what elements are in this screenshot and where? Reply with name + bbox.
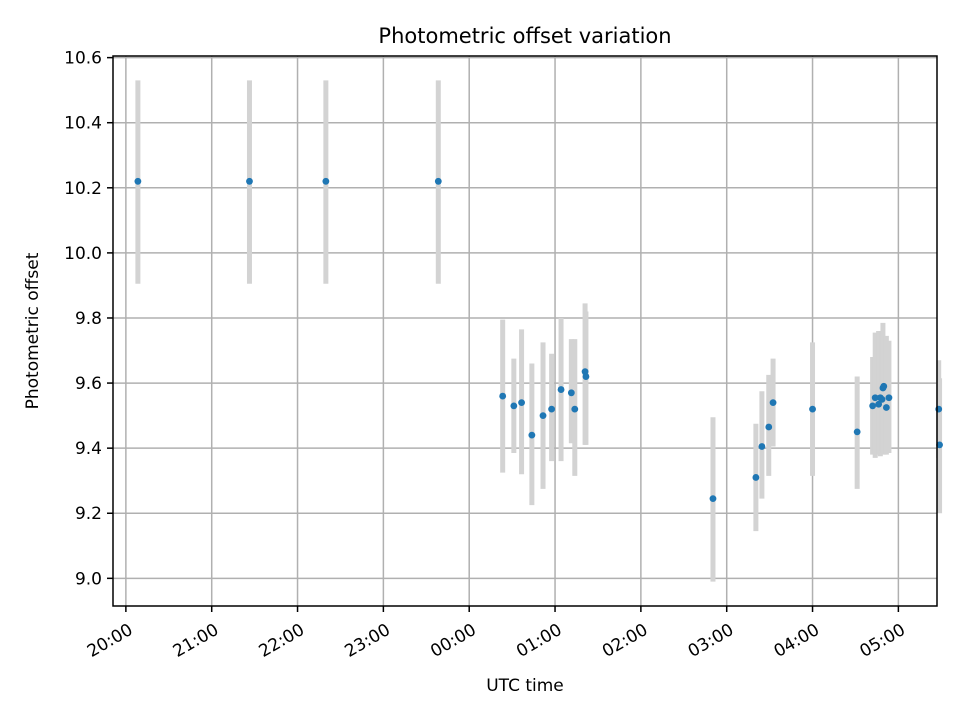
data-point [769, 399, 777, 406]
x-tick-label: 05:00 [856, 620, 908, 662]
y-tick-label: 10.2 [64, 179, 102, 199]
y-tick-label: 9.2 [75, 504, 102, 524]
y-tick-label: 9.8 [75, 309, 102, 329]
data-point [518, 399, 525, 406]
data-point [758, 443, 766, 450]
error-bars [135, 80, 943, 582]
data-point [875, 400, 883, 408]
y-axis-label: Photometric offset [23, 252, 43, 409]
x-tick-label: 01:00 [513, 620, 565, 662]
data-point [582, 373, 590, 380]
x-tick-label: 23:00 [341, 620, 393, 662]
data-point [548, 405, 556, 413]
x-tick-label: 03:00 [685, 620, 737, 662]
data-point [322, 177, 330, 185]
data-point [134, 177, 142, 185]
y-tick-label: 10.0 [64, 244, 102, 264]
x-tick-label: 00:00 [427, 620, 479, 662]
data-point [499, 392, 507, 400]
chart-title: Photometric offset variation [378, 24, 671, 48]
x-tick-label: 20:00 [84, 620, 136, 662]
data-point [809, 405, 816, 413]
data-point [869, 402, 877, 410]
y-tick-label: 9.0 [75, 569, 102, 589]
data-point [434, 177, 442, 185]
data-point [539, 412, 547, 420]
x-tick-label: 21:00 [170, 620, 222, 662]
data-point [571, 405, 579, 413]
data-point [557, 386, 565, 393]
data-point [510, 402, 518, 410]
x-tick-label: 04:00 [771, 620, 823, 662]
data-point [528, 431, 536, 439]
x-tick-label: 22:00 [256, 620, 308, 662]
plot-frame [112, 55, 938, 607]
y-tick-label: 9.6 [75, 374, 102, 394]
data-point [752, 474, 760, 481]
y-tick-label: 10.6 [64, 49, 102, 69]
x-tick-label: 02:00 [599, 620, 651, 662]
data-point [765, 423, 773, 431]
data-point [885, 394, 893, 402]
grid-lines [113, 56, 937, 606]
y-tick-label: 10.4 [64, 114, 102, 134]
data-point [880, 382, 888, 390]
data-point [878, 395, 886, 403]
y-axis: 9.0 9.2 9.4 9.6 9.8 10.0 10.2 10.4 10.6 [64, 49, 113, 589]
data-points [134, 177, 943, 503]
data-point [882, 404, 890, 411]
data-point [709, 495, 717, 503]
data-point [853, 428, 861, 436]
data-point [936, 441, 943, 449]
x-axis: 20:00 21:00 22:00 23:00 00:00 01:00 02:00 03:00… [84, 606, 909, 662]
data-point [567, 389, 575, 397]
y-tick-label: 9.4 [75, 439, 102, 459]
data-point [871, 394, 879, 402]
x-axis-label: UTC time [486, 676, 564, 696]
data-point [246, 177, 253, 185]
